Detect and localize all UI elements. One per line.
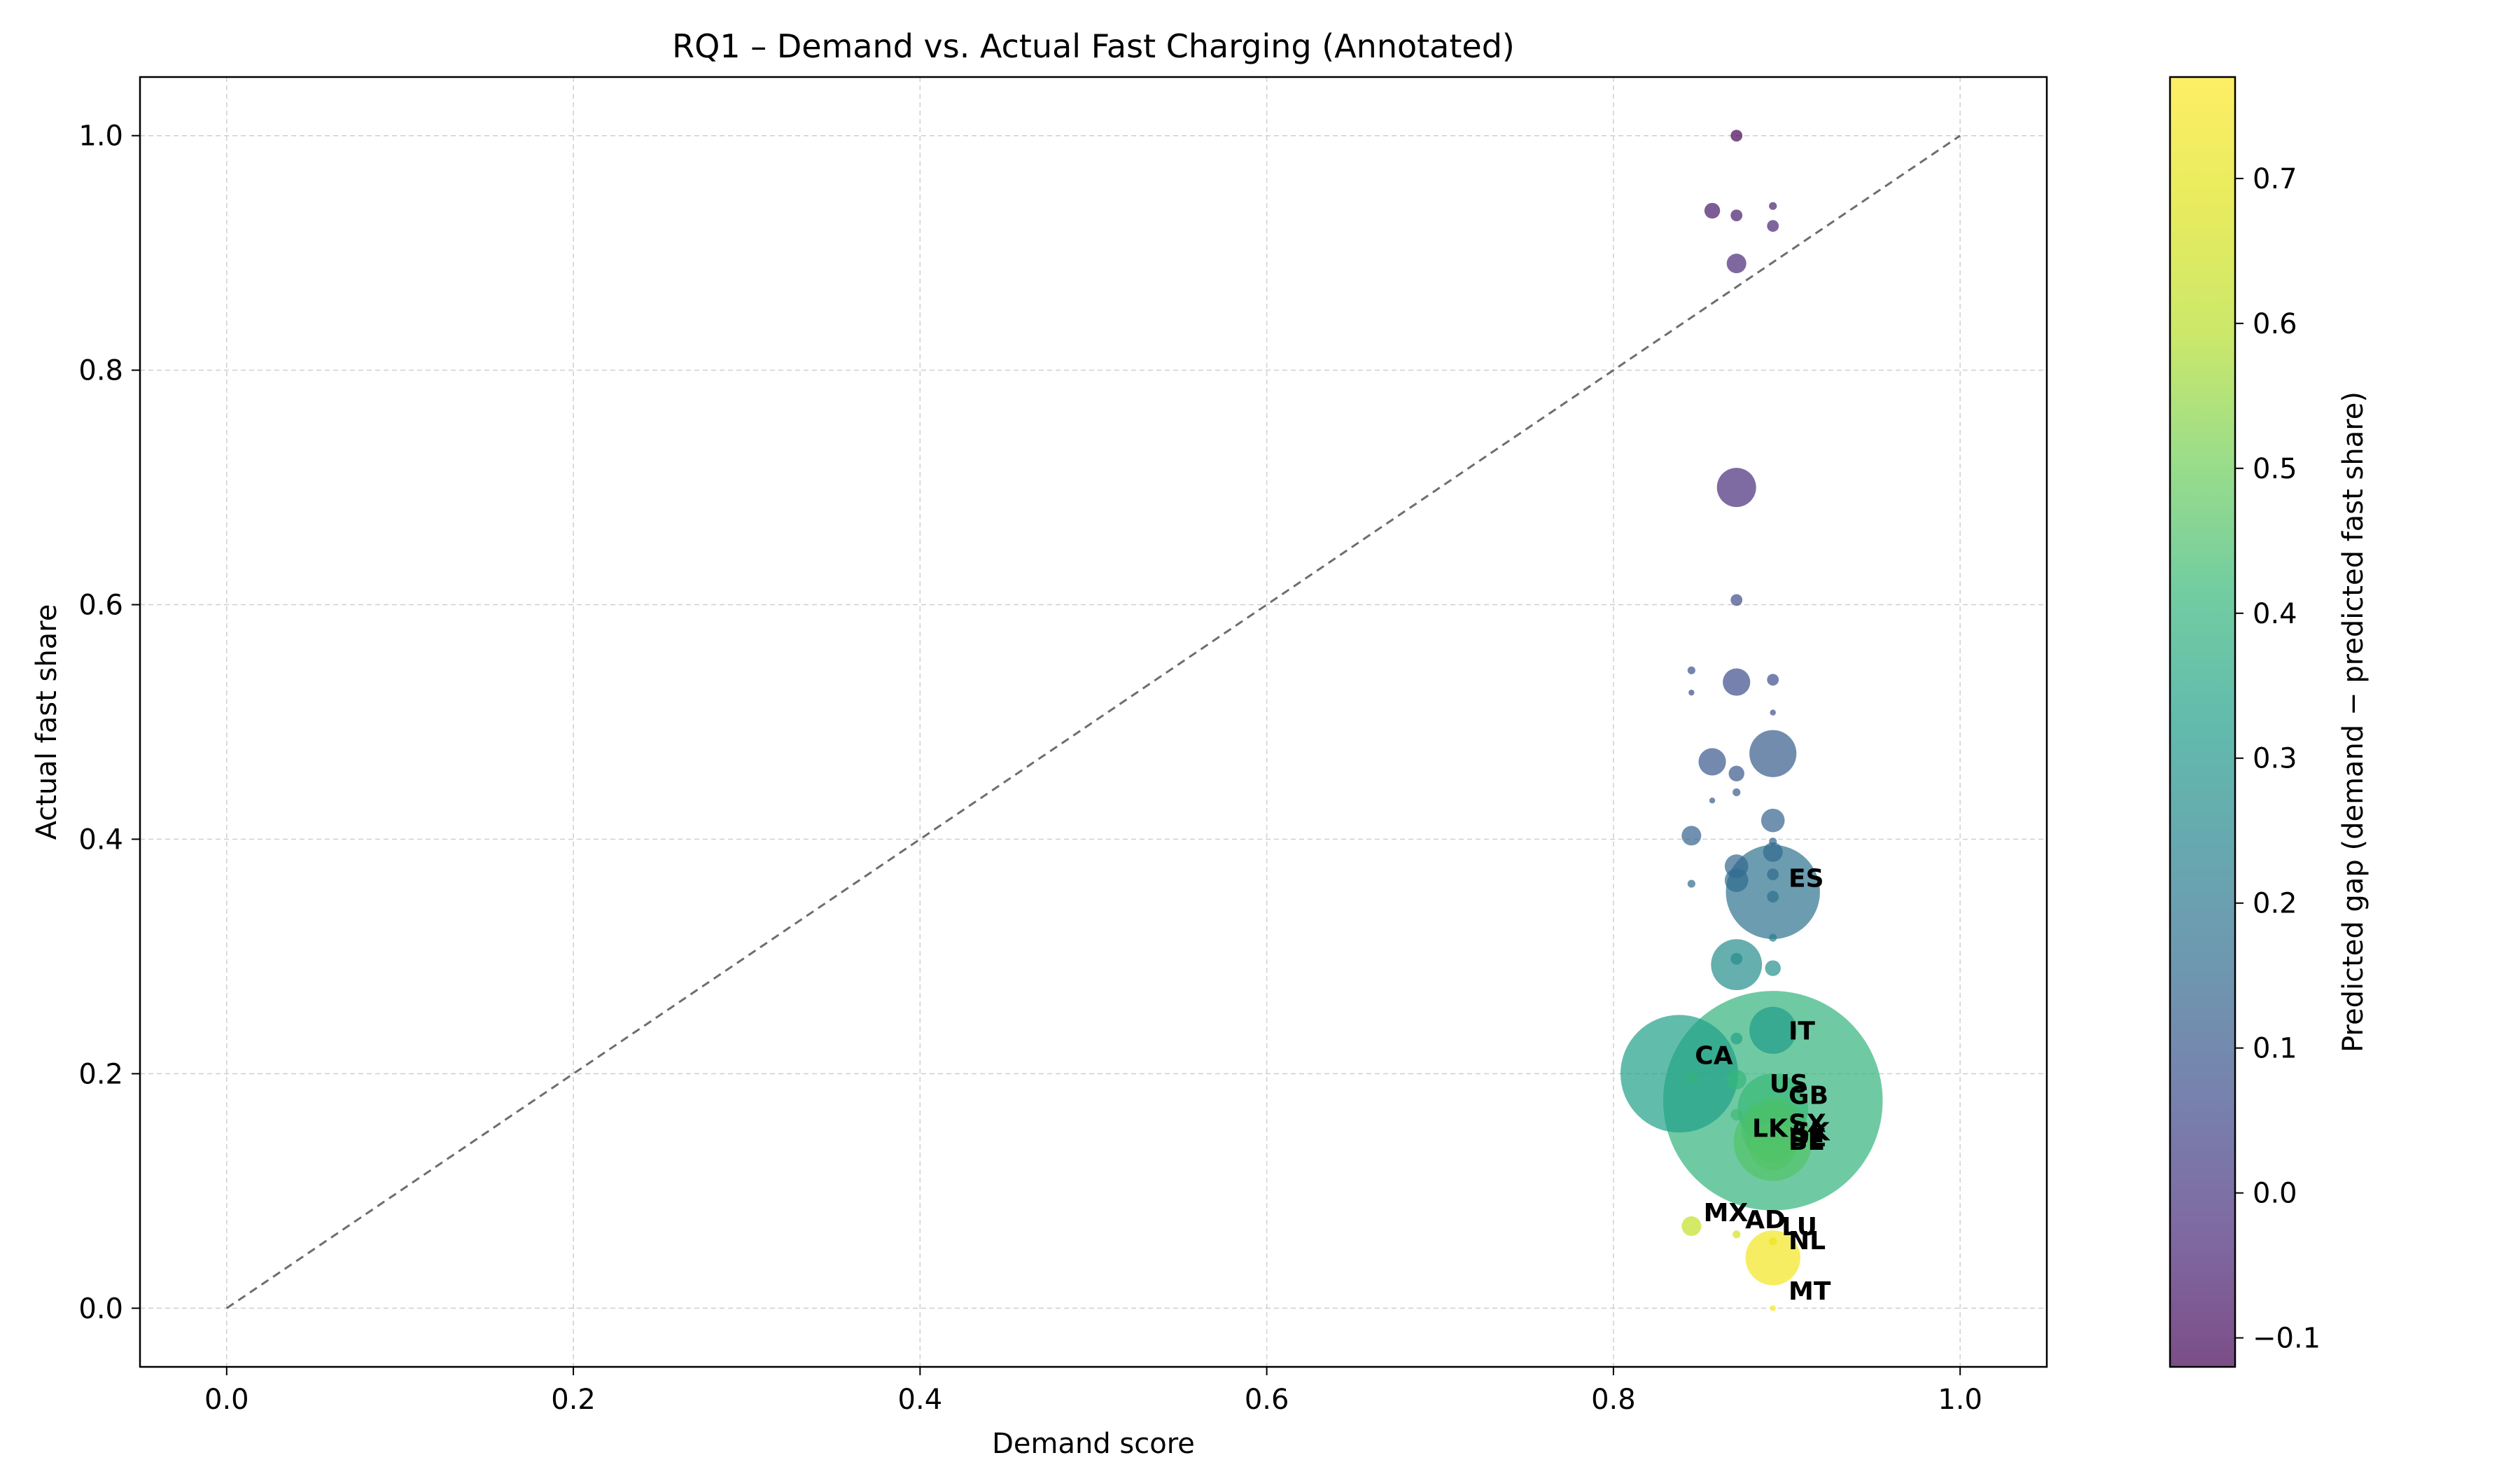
data-point	[1730, 952, 1743, 965]
x-tick-label: 0.8	[1591, 1384, 1636, 1416]
data-point	[1688, 689, 1695, 696]
point-annotation-sk: SK	[1792, 1118, 1830, 1146]
data-point	[1767, 674, 1779, 686]
data-point	[1769, 837, 1777, 846]
chart-title: RQ1 – Demand vs. Actual Fast Charging (A…	[672, 27, 1515, 65]
y-axis: 0.0 0.2 0.4 0.6 0.8 1.0	[78, 120, 140, 1325]
colorbar-tick-label: 0.6	[2253, 308, 2297, 340]
data-point	[1687, 666, 1695, 674]
x-axis-label: Demand score	[992, 1428, 1195, 1460]
data-point	[1769, 202, 1777, 210]
point-annotation-be: BE	[1788, 1127, 1825, 1156]
x-axis: 0.0 0.2 0.4 0.6 0.8 1.0	[204, 1367, 1982, 1416]
colorbar-tick-label: 0.2	[2253, 888, 2297, 920]
colorbar-tick-label: 0.0	[2253, 1178, 2297, 1210]
reference-line	[225, 134, 1961, 1309]
colorbar-tick-label: 0.4	[2253, 598, 2297, 630]
point-annotation-ca: CA	[1695, 1042, 1732, 1071]
data-point	[1770, 709, 1776, 716]
x-tick-label: 0.4	[898, 1384, 943, 1416]
point-annotation-es: ES	[1788, 865, 1824, 894]
points-layer	[1620, 130, 1883, 1312]
colorbar-tick-label: 0.5	[2253, 453, 2297, 485]
data-point-nl	[1745, 1230, 1800, 1286]
data-point	[1716, 468, 1756, 508]
data-point	[1726, 253, 1746, 274]
data-point	[1730, 594, 1743, 606]
point-annotation-nl: NL	[1788, 1227, 1826, 1256]
colorbar-frame	[2169, 76, 2236, 1368]
data-point	[1709, 797, 1716, 804]
data-point-ad	[1732, 1230, 1741, 1239]
data-point-mx	[1681, 1216, 1702, 1237]
data-point	[1698, 748, 1726, 776]
data-point	[1730, 130, 1743, 142]
data-point	[1728, 765, 1744, 781]
colorbar	[2170, 77, 2235, 1367]
data-point	[1704, 202, 1721, 219]
data-point-mt	[1770, 1305, 1776, 1312]
y-axis-label: Actual fast share	[31, 604, 63, 840]
x-tick-label: 0.2	[551, 1384, 596, 1416]
x-tick-label: 1.0	[1938, 1384, 1982, 1416]
point-annotation-mt: MT	[1788, 1277, 1831, 1306]
colorbar-tick-label: 0.1	[2253, 1033, 2297, 1065]
y-tick-label: 0.2	[78, 1058, 123, 1090]
point-annotation-sx: SX	[1788, 1110, 1826, 1139]
colorbar-tick-label: −0.1	[2253, 1323, 2320, 1355]
plot-frame	[139, 76, 2048, 1368]
colorbar-ticks: −0.1 0.0 0.1 0.2 0.3 0.4 0.5 0.6 0.7	[2235, 163, 2320, 1355]
data-point	[1760, 808, 1785, 833]
data-point	[1763, 842, 1783, 862]
colorbar-tick-label: 0.3	[2253, 743, 2297, 775]
data-point	[1726, 1069, 1746, 1090]
data-point	[1749, 730, 1797, 777]
data-point	[1723, 668, 1751, 696]
point-annotation-gb: GB	[1788, 1082, 1828, 1111]
colorbar-label: Predicted gap (demand − predicted fast s…	[2337, 391, 2370, 1052]
point-annotation-us: US	[1770, 1070, 1808, 1099]
data-point	[1765, 960, 1781, 976]
colorbar-tick-label: 0.7	[2253, 163, 2297, 195]
data-point	[1724, 868, 1749, 892]
data-point	[1687, 879, 1695, 888]
point-annotation-it: IT	[1788, 1017, 1815, 1045]
point-annotation-lu: LU	[1782, 1213, 1817, 1242]
point-annotation-de: DE	[1788, 1124, 1826, 1153]
x-tick-label: 0.6	[1245, 1384, 1289, 1416]
data-point-be	[1749, 1122, 1797, 1170]
data-point-lu	[1769, 1237, 1777, 1246]
data-point	[1681, 826, 1702, 846]
point-annotation-ad: AD	[1745, 1206, 1786, 1235]
data-point-it	[1749, 1006, 1797, 1055]
data-point-ca	[1620, 1015, 1739, 1133]
data-point	[1767, 868, 1779, 881]
data-point	[1767, 891, 1779, 903]
point-annotation-mx: MX	[1704, 1199, 1749, 1228]
data-point	[1685, 1072, 1698, 1085]
data-point	[1767, 220, 1779, 232]
y-tick-label: 1.0	[78, 120, 123, 153]
data-point	[1730, 209, 1743, 221]
x-tick-label: 0.0	[204, 1384, 249, 1416]
y-tick-label: 0.8	[78, 355, 123, 387]
point-annotation-lk: LK	[1752, 1114, 1788, 1143]
data-point	[1730, 1032, 1743, 1045]
y-tick-label: 0.4	[78, 823, 123, 856]
data-point	[1732, 788, 1741, 797]
data-point	[1730, 1108, 1743, 1121]
y-tick-label: 0.0	[78, 1293, 123, 1325]
data-point	[1769, 933, 1777, 942]
y-tick-label: 0.6	[78, 590, 123, 622]
